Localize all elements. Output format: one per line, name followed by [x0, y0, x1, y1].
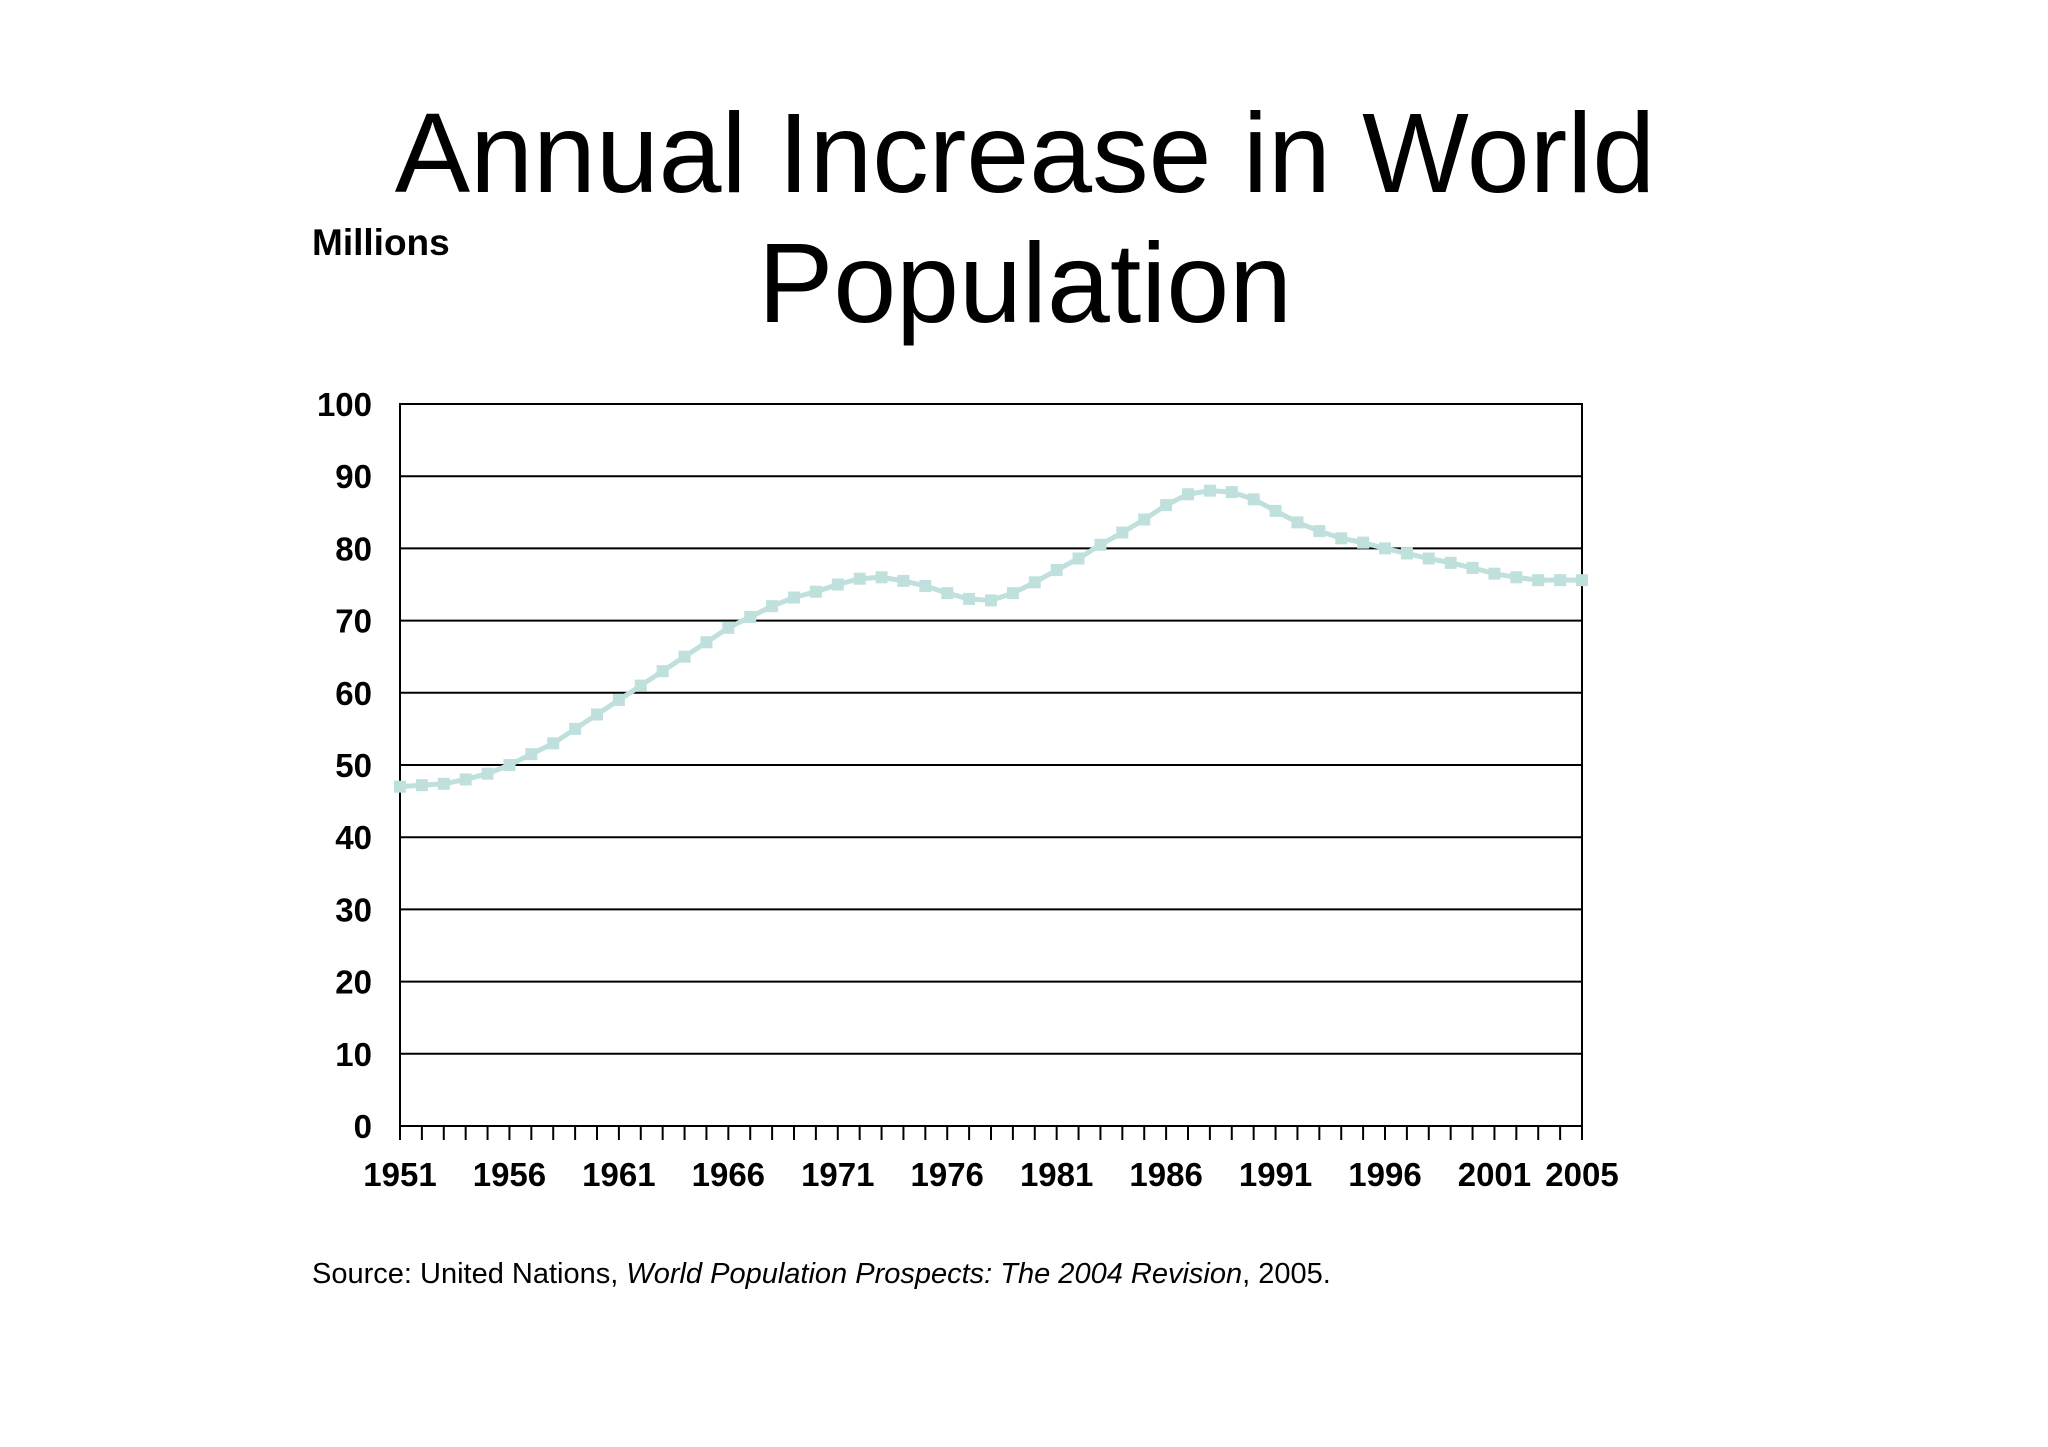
x-tick-label: 1966 [692, 1156, 765, 1193]
y-tick-label: 90 [335, 458, 372, 495]
data-point [809, 585, 822, 598]
data-point [1379, 542, 1391, 555]
data-point [788, 591, 800, 604]
x-tick-label: 1976 [911, 1156, 984, 1193]
x-tick-label: 1961 [582, 1156, 655, 1193]
y-tick-label: 100 [317, 386, 372, 423]
data-point [1357, 536, 1370, 549]
data-point [1554, 574, 1567, 587]
data-point [569, 722, 582, 735]
data-point [1335, 532, 1348, 545]
plot-area-frame [399, 403, 1583, 1127]
data-point [678, 650, 691, 663]
data-point [1160, 499, 1173, 512]
data-point [459, 773, 472, 786]
data-point [1116, 526, 1129, 539]
series-line [399, 488, 1582, 790]
y-tick-label: 60 [335, 675, 372, 712]
data-point [1532, 574, 1545, 587]
chart-title: Annual Increase in World Population [394, 90, 1656, 346]
y-tick-labels: 0 10 20 30 40 50 60 70 80 90 100 [317, 386, 372, 1145]
x-tick-label: 1981 [1020, 1156, 1093, 1193]
x-tick-label: 2001 [1458, 1156, 1531, 1193]
data-point [897, 574, 910, 587]
y-axis-label: Millions [312, 222, 450, 263]
data-point [481, 767, 494, 780]
x-tick-label: 1956 [473, 1156, 546, 1193]
source-title: World Population Prospects: The 2004 Rev… [626, 1258, 1243, 1290]
data-point [1028, 576, 1041, 589]
y-tick-label: 30 [335, 891, 372, 928]
source-note: Source: United Nations, World Population… [312, 1258, 1331, 1291]
data-point [1072, 552, 1085, 565]
y-tick-label: 10 [335, 1036, 372, 1073]
x-tick-label: 1971 [801, 1156, 874, 1193]
data-point [853, 572, 866, 585]
data-point [1269, 504, 1282, 517]
x-tick-label: 2005 [1545, 1156, 1618, 1193]
y-tick-label: 70 [335, 603, 372, 640]
y-tick-label: 0 [354, 1108, 372, 1145]
y-tick-label: 80 [335, 530, 372, 567]
x-tick-label: 1996 [1348, 1156, 1421, 1193]
data-point [963, 592, 976, 605]
data-point [1576, 574, 1588, 587]
data-point [985, 594, 997, 607]
x-tick-labels: 1951 1956 1961 1966 1971 1976 1981 1986 1991 1996… [363, 1156, 1618, 1193]
data-point [394, 780, 406, 793]
data-point [1006, 587, 1019, 600]
data-series [394, 484, 1588, 793]
data-point [1313, 525, 1326, 538]
gridlines [400, 403, 1582, 1127]
data-point [941, 587, 954, 600]
data-point [1094, 538, 1107, 551]
data-point [1182, 488, 1194, 501]
data-point [744, 610, 757, 623]
data-point [503, 759, 516, 771]
data-point [919, 579, 932, 592]
data-point [1510, 571, 1523, 584]
data-point [1247, 493, 1260, 506]
data-point [1488, 567, 1501, 580]
data-point [1138, 513, 1151, 526]
x-tick-label: 1986 [1129, 1156, 1202, 1193]
data-point [1466, 561, 1479, 574]
data-point [766, 600, 779, 613]
data-point [875, 571, 888, 584]
data-point [612, 694, 625, 707]
data-point [525, 748, 538, 761]
data-point [591, 708, 603, 721]
x-tick-label: 1951 [363, 1156, 436, 1193]
data-point [722, 621, 735, 634]
x-tick-marks [399, 1126, 1583, 1140]
data-point [1291, 516, 1304, 529]
data-point [1400, 547, 1413, 560]
data-point [831, 578, 844, 591]
y-tick-label: 40 [335, 819, 372, 856]
data-point [656, 665, 669, 678]
x-tick-label: 1991 [1239, 1156, 1312, 1193]
y-tick-label: 50 [335, 747, 372, 784]
data-point [437, 777, 450, 790]
y-tick-label: 20 [335, 964, 372, 1001]
data-point [700, 636, 713, 649]
data-point [1050, 564, 1063, 577]
source-suffix: , 2005. [1242, 1258, 1331, 1290]
data-point [415, 779, 428, 792]
source-prefix: Source: United Nations, [312, 1258, 627, 1290]
data-point [1422, 552, 1435, 565]
data-point [1203, 484, 1216, 497]
data-point [1225, 486, 1238, 499]
data-point [634, 679, 647, 692]
data-point [547, 737, 560, 750]
data-point [1444, 556, 1457, 569]
